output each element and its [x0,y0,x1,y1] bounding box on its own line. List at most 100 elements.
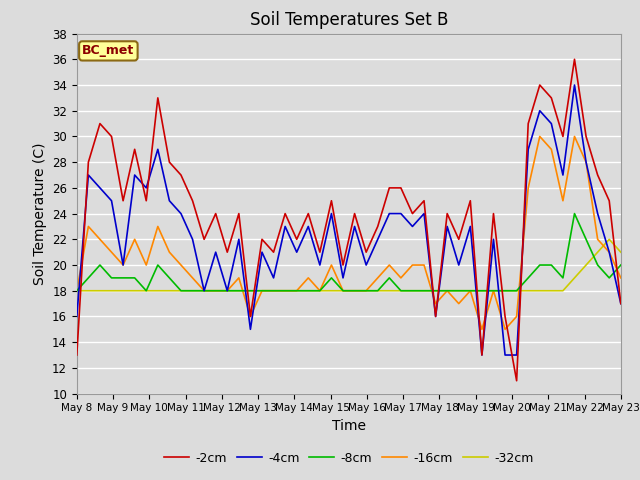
-4cm [444,224,451,229]
-4cm [408,224,416,229]
-2cm [282,211,289,216]
-32cm [374,288,381,294]
-32cm [258,288,266,294]
-16cm [559,198,567,204]
-2cm [96,120,104,126]
-4cm [212,249,220,255]
-2cm [223,249,231,255]
-2cm [269,249,277,255]
-16cm [524,185,532,191]
-4cm [108,198,115,204]
-8cm [143,288,150,294]
-2cm [293,237,301,242]
-2cm [397,185,404,191]
-2cm [455,237,463,242]
-32cm [200,288,208,294]
-16cm [177,262,185,268]
Legend: -2cm, -4cm, -8cm, -16cm, -32cm: -2cm, -4cm, -8cm, -16cm, -32cm [159,447,539,469]
-8cm [467,288,474,294]
-32cm [328,288,335,294]
-4cm [351,224,358,229]
-2cm [524,120,532,126]
-4cm [385,211,393,216]
-2cm [432,313,440,319]
-8cm [131,275,138,281]
-32cm [131,288,138,294]
-32cm [96,288,104,294]
-32cm [455,288,463,294]
-8cm [73,288,81,294]
-4cm [282,224,289,229]
-4cm [420,211,428,216]
-16cm [571,133,579,139]
-4cm [316,262,324,268]
-32cm [397,288,404,294]
-32cm [305,288,312,294]
-8cm [605,275,613,281]
-4cm [490,237,497,242]
-2cm [513,378,520,384]
-8cm [223,288,231,294]
-4cm [501,352,509,358]
-2cm [166,159,173,165]
-32cm [351,288,358,294]
-16cm [305,275,312,281]
Line: -4cm: -4cm [77,85,621,355]
-2cm [444,211,451,216]
-32cm [594,249,602,255]
-4cm [617,300,625,306]
-8cm [478,288,486,294]
-4cm [258,249,266,255]
-16cm [73,288,81,294]
-16cm [594,237,602,242]
-2cm [490,211,497,216]
-8cm [177,288,185,294]
-16cm [513,313,520,319]
-16cm [328,262,335,268]
-16cm [478,326,486,332]
-8cm [571,211,579,216]
-4cm [131,172,138,178]
-4cm [455,262,463,268]
-16cm [547,146,555,152]
-4cm [362,262,370,268]
-2cm [328,198,335,204]
-32cm [513,288,520,294]
-8cm [490,288,497,294]
-32cm [166,288,173,294]
-2cm [143,198,150,204]
-2cm [420,198,428,204]
-8cm [420,288,428,294]
-2cm [339,262,347,268]
-32cm [235,288,243,294]
-16cm [293,288,301,294]
-8cm [305,288,312,294]
-32cm [316,288,324,294]
-8cm [385,275,393,281]
-32cm [223,288,231,294]
-2cm [177,172,185,178]
-4cm [119,262,127,268]
-8cm [594,262,602,268]
-8cm [351,288,358,294]
-8cm [582,237,590,242]
-8cm [108,275,115,281]
-16cm [444,288,451,294]
-8cm [455,288,463,294]
Line: -2cm: -2cm [77,60,621,381]
-4cm [374,237,381,242]
-4cm [559,172,567,178]
-16cm [536,133,543,139]
-8cm [269,288,277,294]
-8cm [501,288,509,294]
-8cm [444,288,451,294]
-16cm [408,262,416,268]
-16cm [84,224,92,229]
-4cm [143,185,150,191]
-8cm [524,275,532,281]
-2cm [189,198,196,204]
-32cm [571,275,579,281]
-4cm [432,313,440,319]
-16cm [501,326,509,332]
-2cm [536,82,543,88]
